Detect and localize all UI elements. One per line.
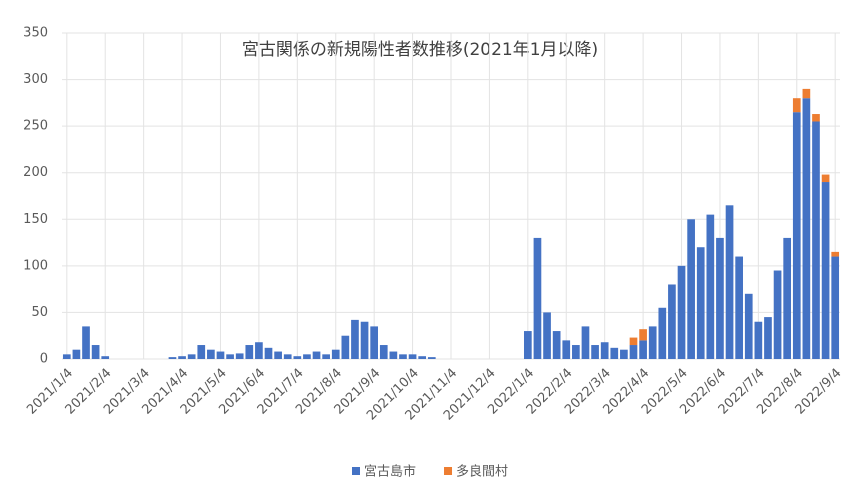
bar bbox=[255, 342, 263, 359]
bar bbox=[235, 353, 244, 359]
bar bbox=[523, 331, 532, 359]
bar bbox=[658, 307, 667, 359]
bar bbox=[533, 237, 542, 359]
y-tick-label: 0 bbox=[40, 352, 48, 367]
bar bbox=[821, 182, 830, 359]
bar bbox=[706, 214, 715, 359]
bar bbox=[264, 347, 273, 359]
bar bbox=[812, 114, 820, 122]
bar bbox=[716, 237, 724, 359]
bar bbox=[687, 219, 695, 359]
y-tick-label: 150 bbox=[23, 212, 48, 227]
y-tick-label: 200 bbox=[23, 165, 48, 180]
bar bbox=[639, 340, 647, 359]
bar bbox=[187, 354, 196, 359]
bar bbox=[581, 326, 590, 359]
bar bbox=[831, 256, 840, 359]
bar bbox=[399, 354, 407, 359]
y-tick-label: 100 bbox=[23, 258, 48, 273]
bar bbox=[610, 347, 619, 359]
bar bbox=[226, 354, 234, 359]
bar bbox=[552, 331, 561, 359]
legend-label: 多良間村 bbox=[456, 464, 508, 480]
bar bbox=[408, 354, 417, 359]
bar bbox=[543, 312, 551, 359]
bar bbox=[341, 335, 350, 359]
bar bbox=[620, 349, 628, 359]
bar bbox=[562, 340, 571, 359]
bar bbox=[72, 349, 81, 359]
bar bbox=[677, 265, 686, 359]
bar bbox=[370, 326, 379, 359]
bar bbox=[792, 98, 801, 113]
y-tick-label: 300 bbox=[23, 72, 48, 87]
bar bbox=[360, 321, 369, 359]
bar bbox=[639, 329, 647, 341]
bar bbox=[283, 354, 292, 359]
chart-title: 宮古関係の新規陽性者数推移(2021年1月以降) bbox=[242, 40, 598, 60]
bar bbox=[802, 98, 811, 359]
y-tick-label: 350 bbox=[23, 26, 48, 41]
y-tick-label: 250 bbox=[23, 119, 48, 134]
bar bbox=[293, 356, 302, 359]
bar bbox=[668, 284, 676, 359]
bar bbox=[168, 357, 177, 359]
bar bbox=[629, 345, 638, 359]
bar bbox=[591, 345, 599, 359]
bar bbox=[62, 354, 71, 359]
bar bbox=[821, 174, 830, 183]
bar bbox=[725, 205, 734, 359]
legend-swatch bbox=[444, 467, 453, 475]
bar bbox=[754, 321, 763, 359]
bar bbox=[802, 88, 811, 99]
bar bbox=[178, 356, 186, 359]
bar bbox=[101, 356, 110, 359]
bar bbox=[207, 349, 215, 359]
bar bbox=[379, 345, 388, 359]
bar bbox=[245, 345, 254, 359]
bar bbox=[792, 112, 801, 360]
bar bbox=[831, 251, 840, 257]
bar bbox=[744, 293, 753, 359]
bar bbox=[351, 319, 359, 359]
bar bbox=[274, 351, 282, 359]
bar bbox=[735, 256, 743, 359]
bar bbox=[91, 345, 100, 359]
bar bbox=[812, 121, 820, 359]
bar bbox=[427, 357, 436, 359]
bar bbox=[648, 326, 657, 359]
legend-label: 宮古島市 bbox=[364, 464, 416, 480]
bar bbox=[312, 351, 321, 359]
bar bbox=[629, 337, 638, 346]
bar bbox=[197, 345, 206, 359]
bar bbox=[696, 247, 705, 359]
bar bbox=[764, 317, 772, 359]
bar bbox=[331, 349, 340, 359]
bar bbox=[322, 354, 330, 359]
bar bbox=[82, 326, 90, 359]
bar bbox=[572, 345, 580, 359]
bar bbox=[389, 351, 398, 359]
bar bbox=[216, 351, 225, 359]
bar bbox=[303, 354, 311, 359]
bar bbox=[773, 270, 782, 359]
legend-swatch bbox=[352, 467, 360, 475]
bar bbox=[600, 342, 609, 359]
y-tick-label: 50 bbox=[31, 305, 48, 320]
bar bbox=[783, 237, 792, 359]
bar bbox=[418, 356, 427, 359]
